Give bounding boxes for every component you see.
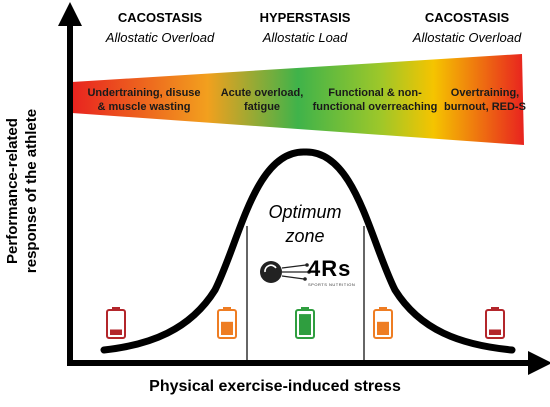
band-label-overtraining: Overtraining, burnout, RED-S <box>444 87 526 113</box>
sports-nutrition-logo-icon <box>260 261 311 283</box>
band-label-acute-overload: Acute overload, fatigue <box>220 87 304 113</box>
logo-brand-text: 4Rs <box>308 256 352 281</box>
band-label-overreaching: Functional & non- functional overreachin… <box>312 87 438 113</box>
phase-subtitle-right: Allostatic Overload <box>412 30 522 45</box>
battery-low-red-icon <box>106 307 126 339</box>
stress-gradient-band <box>72 54 524 145</box>
phase-title-left: CACOSTASIS <box>117 10 203 25</box>
battery-mid-orange-icon <box>373 307 393 339</box>
performance-bell-curve <box>100 148 516 354</box>
logo-brand-subtext: SPORTS NUTRITION <box>308 282 356 287</box>
battery-mid-orange-icon <box>217 307 237 339</box>
phase-title-right: CACOSTASIS <box>424 10 510 25</box>
battery-full-green-icon <box>295 307 315 339</box>
phase-subtitle-center: Allostatic Load <box>262 30 348 45</box>
phase-title-center: HYPERSTASIS <box>259 10 351 25</box>
y-axis-title: Performance-related response of the athl… <box>4 108 40 274</box>
battery-low-red-icon <box>485 307 505 339</box>
x-axis-title: Physical exercise-induced stress <box>149 378 401 395</box>
phase-subtitle-left: Allostatic Overload <box>105 30 215 45</box>
band-label-undertraining: Undertraining, disuse & muscle wasting <box>87 87 201 113</box>
optimum-zone-label: Optimum zone <box>268 202 342 246</box>
